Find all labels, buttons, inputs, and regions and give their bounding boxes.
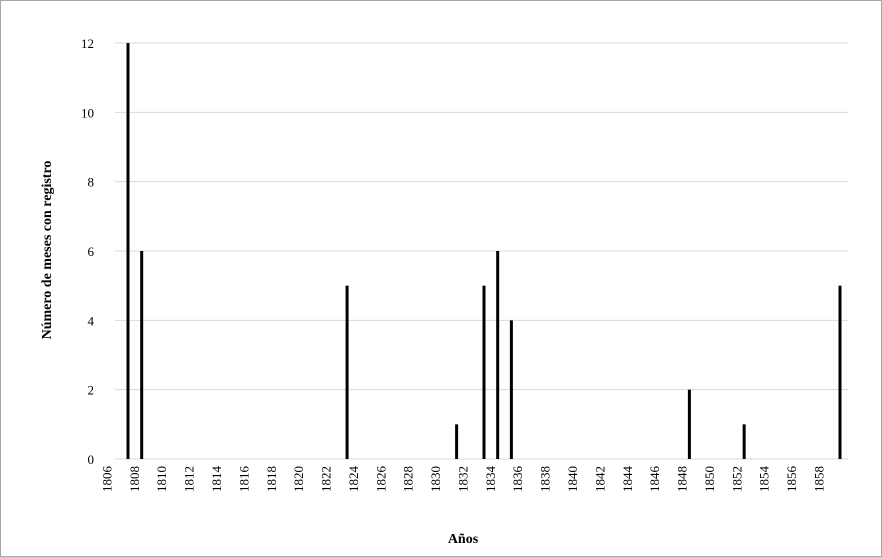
x-tick-label: 1828	[401, 466, 416, 492]
x-tick-label: 1832	[455, 466, 470, 492]
y-axis-title: Número de meses con registro	[40, 161, 55, 340]
x-tick-label: 1856	[784, 466, 799, 493]
x-tick-label: 1824	[346, 466, 361, 493]
bar	[742, 424, 746, 459]
y-tick-label: 4	[88, 313, 95, 328]
y-tick-label: 8	[88, 175, 95, 190]
x-tick-label: 1840	[565, 466, 580, 492]
bar	[496, 251, 500, 459]
x-tick-label: 1826	[373, 466, 388, 493]
x-tick-label: 1844	[620, 466, 635, 493]
y-tick-label: 6	[88, 244, 95, 259]
x-tick-label: 1836	[510, 466, 525, 493]
x-tick-label: 1822	[319, 466, 334, 492]
y-tick-label: 12	[81, 36, 94, 51]
y-tick-label: 0	[88, 452, 95, 467]
x-tick-label: 1834	[483, 466, 498, 493]
x-tick-label: 1808	[127, 466, 142, 492]
bar	[455, 424, 459, 459]
bar	[140, 251, 144, 459]
x-tick-label: 1814	[209, 466, 224, 493]
bar	[345, 285, 349, 459]
x-tick-label: 1820	[291, 466, 306, 492]
bar	[687, 389, 691, 459]
gridlines	[115, 42, 848, 460]
y-tick-label: 10	[81, 105, 94, 120]
x-tick-label: 1852	[729, 466, 744, 492]
bar	[482, 285, 486, 459]
x-tick-label: 1818	[264, 466, 279, 492]
x-tick-label: 1838	[538, 466, 553, 492]
x-tick-label: 1816	[236, 466, 251, 493]
y-tick-labels: 0 2 4 6 8 10 12	[81, 36, 95, 467]
x-tick-labels: 1806 1808 1810 1812 1814 1816 1818 1820 1822 1824…	[99, 466, 826, 493]
x-tick-label: 1830	[428, 466, 443, 492]
x-tick-label: 1806	[99, 466, 114, 493]
x-tick-label: 1858	[811, 466, 826, 492]
x-axis-title: Años	[448, 532, 479, 547]
x-tick-label: 1848	[675, 466, 690, 492]
x-tick-label: 1850	[702, 466, 717, 492]
x-tick-label: 1810	[154, 466, 169, 492]
y-tick-label: 2	[88, 383, 95, 398]
bar	[509, 320, 513, 459]
x-tick-label: 1854	[757, 466, 772, 493]
x-tick-label: 1812	[182, 466, 197, 492]
bar	[838, 285, 842, 459]
x-tick-label: 1842	[592, 466, 607, 492]
bar	[126, 43, 130, 459]
x-tick-label: 1846	[647, 466, 662, 493]
bars	[126, 43, 842, 459]
